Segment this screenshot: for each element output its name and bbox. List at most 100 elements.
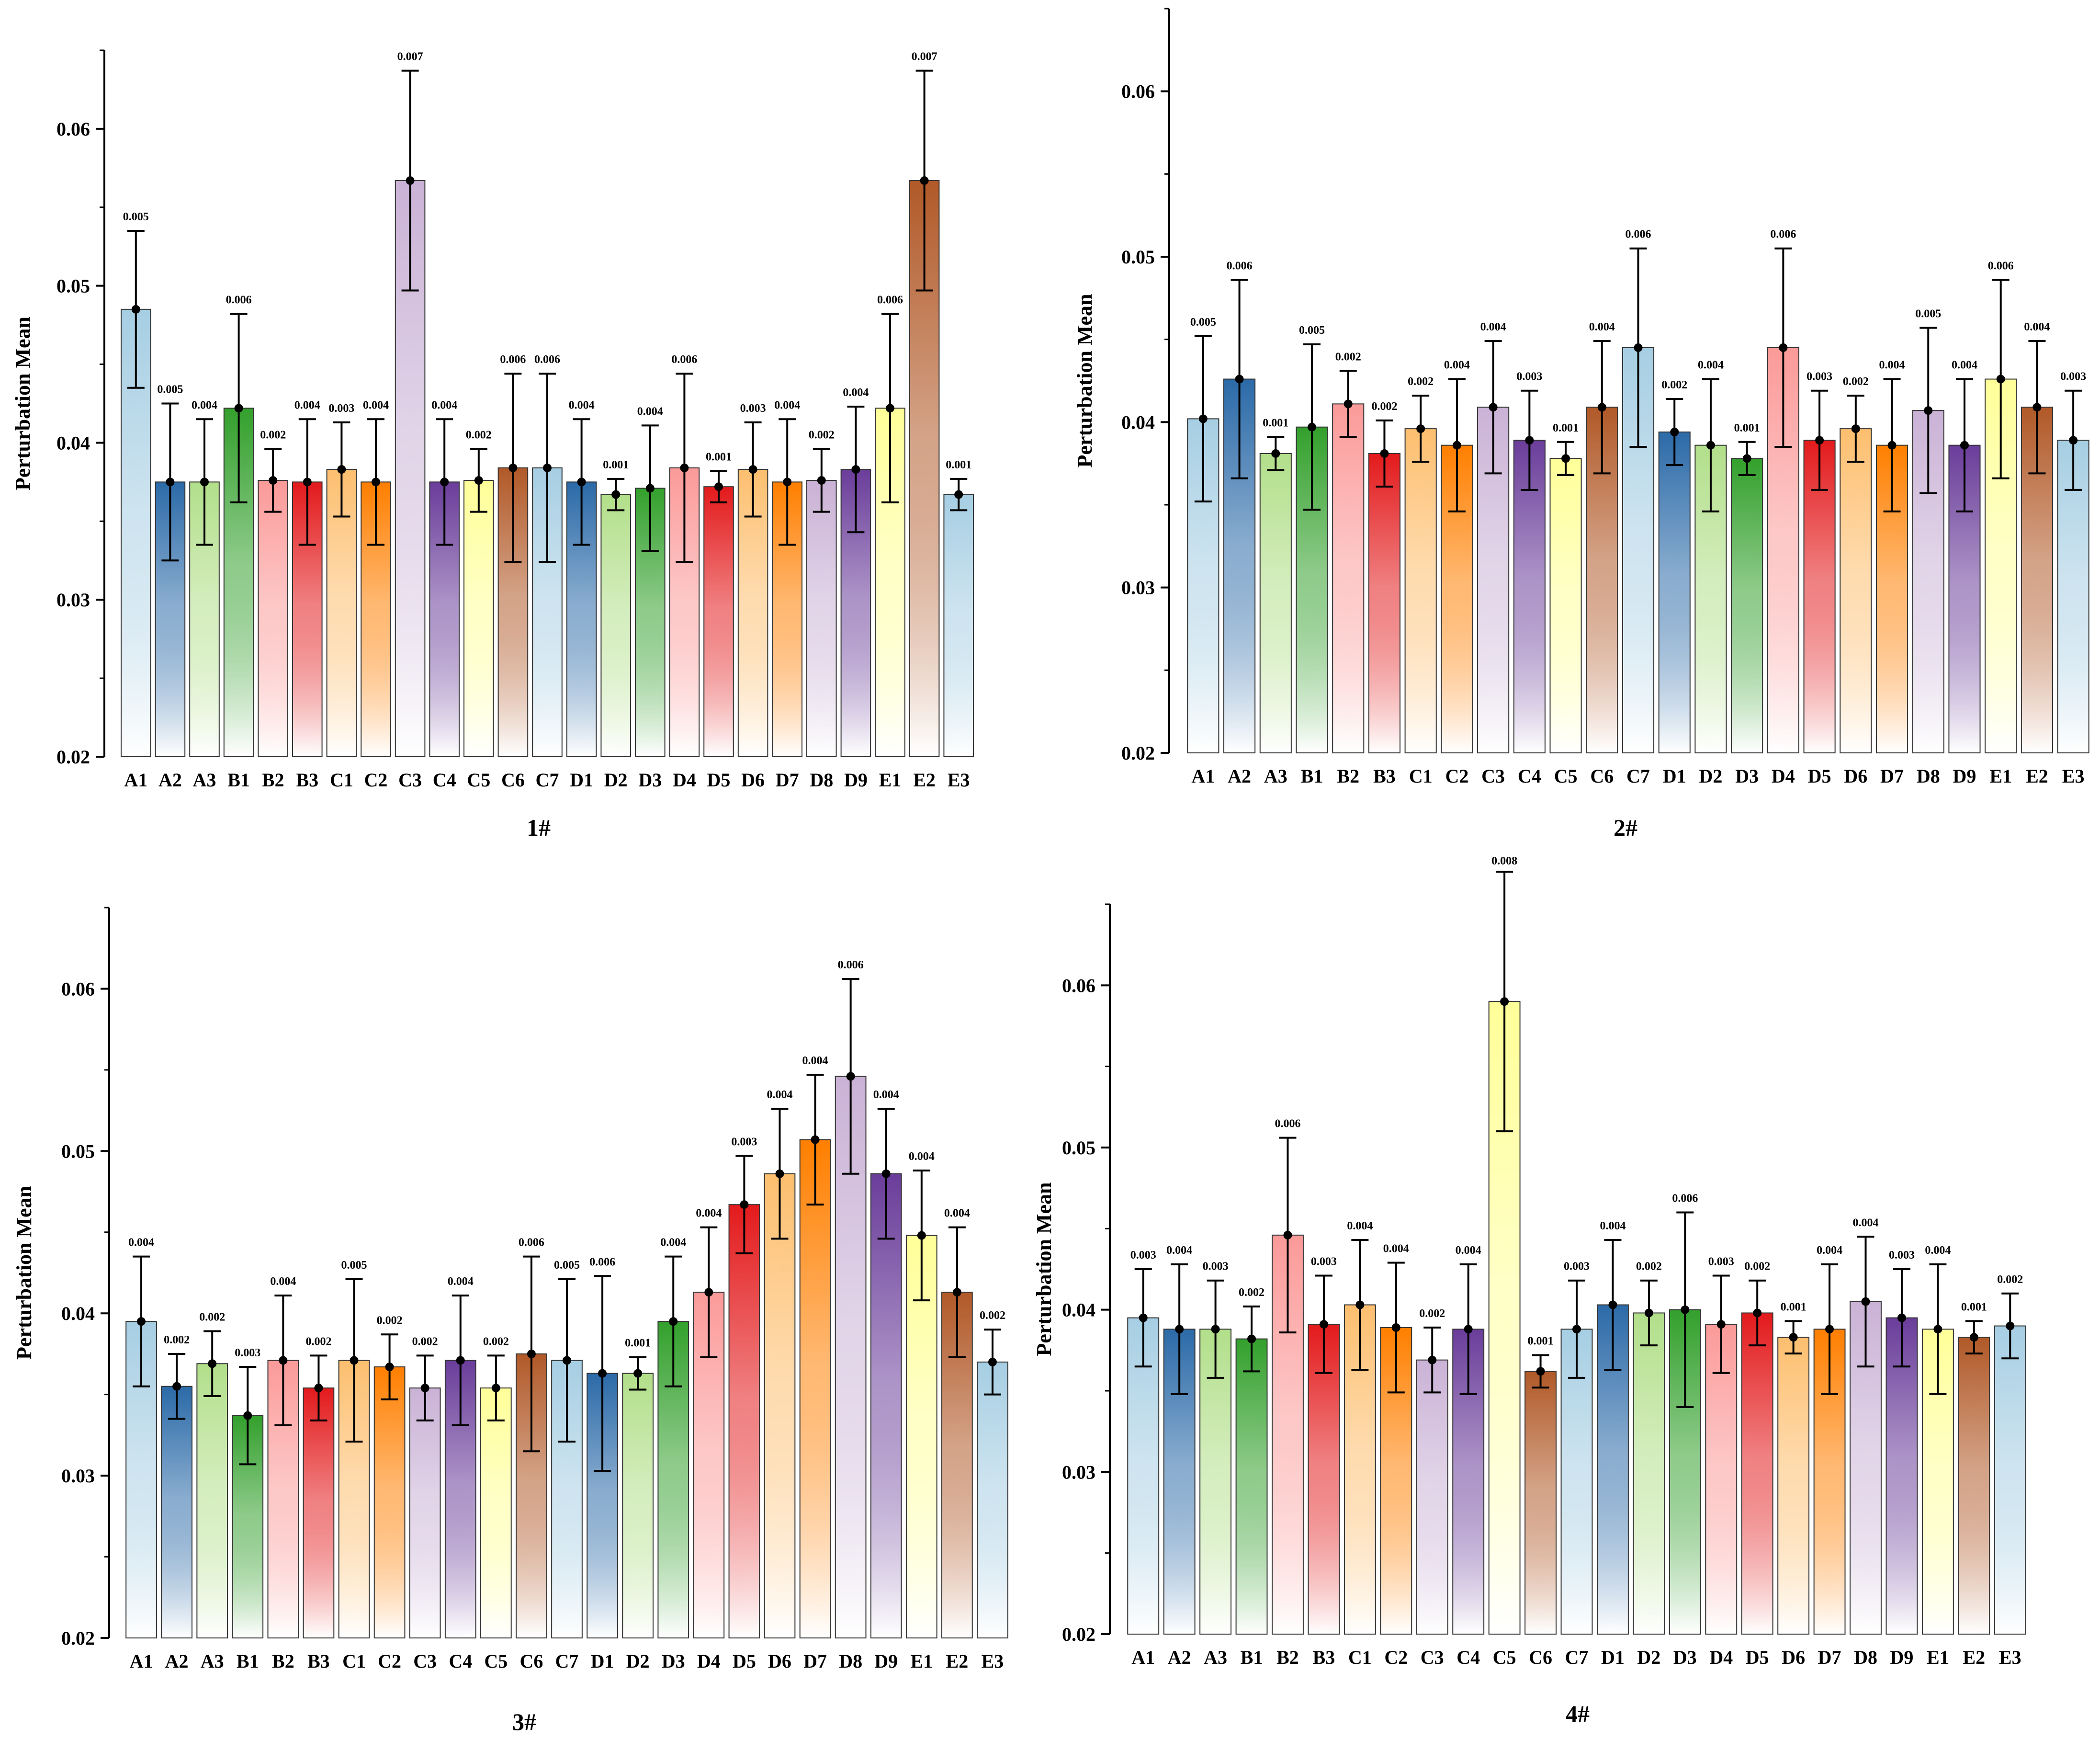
mean-point [1536,1367,1545,1376]
mean-point [208,1359,217,1368]
mean-point [1247,1334,1256,1343]
bar-E3 [943,494,974,757]
mean-point [563,1356,571,1365]
mean-point [1897,1313,1906,1322]
x-tick-label: D3 [638,769,662,791]
mean-point [1428,1355,1437,1364]
mean-point [2069,436,2078,445]
error-value-label: 0.001 [625,1337,651,1350]
x-tick-label: C6 [501,769,525,791]
mean-point [1742,454,1751,463]
x-tick-label: D6 [1844,765,1867,787]
mean-point [851,465,860,474]
panel-title: 3# [512,1708,536,1735]
mean-point [1597,403,1606,412]
mean-point [200,477,209,487]
x-tick-label: C5 [484,1650,508,1672]
x-tick-label: D4 [673,769,696,791]
mean-point [1500,997,1509,1006]
y-tick-label: 0.03 [1121,577,1155,599]
mean-point [1211,1325,1220,1334]
mean-point [1706,441,1715,450]
x-tick-label: A3 [193,769,216,791]
mean-point [1861,1297,1870,1306]
x-tick-label: E1 [1927,1647,1949,1668]
x-tick-label: C3 [413,1650,437,1672]
error-value-label: 0.001 [1263,417,1288,429]
mean-point [456,1356,465,1365]
error-value-label: 0.001 [1734,422,1760,434]
x-tick-label: B2 [262,769,284,791]
bar-C5 [480,1387,512,1638]
x-tick-label: E3 [2062,765,2085,787]
bar-C2 [373,1366,406,1639]
error-value-label: 0.002 [980,1309,1005,1322]
x-tick-label: C4 [433,769,456,791]
error-value-label: 0.004 [1698,359,1724,372]
error-value-label: 0.001 [1781,1301,1806,1313]
x-tick-label: C3 [398,769,422,791]
y-tick-label: 0.06 [61,978,95,1000]
x-tick-label: D1 [1601,1647,1625,1668]
mean-point [1815,436,1824,445]
error-value-label: 0.004 [1600,1220,1626,1232]
y-tick-label: 0.02 [56,746,90,768]
error-value-label: 0.005 [554,1259,580,1272]
x-tick-label: A1 [1191,765,1215,787]
bar-C1 [1404,428,1437,753]
bar-A3 [1259,453,1292,753]
x-tick-label: B3 [1373,765,1396,787]
mean-point [920,176,929,185]
error-value-label: 0.004 [448,1275,474,1288]
mean-point [1391,1323,1400,1332]
bar-D2 [622,1373,654,1638]
error-value-label: 0.003 [235,1347,260,1359]
error-value-label: 0.004 [1952,359,1977,372]
error-value-label: 0.004 [192,399,217,411]
bar-C6 [1524,1371,1557,1635]
error-value-label: 0.002 [1419,1307,1445,1320]
mean-point [1380,449,1389,458]
mean-point [1887,441,1897,450]
error-value-label: 0.004 [1383,1242,1409,1255]
mean-point [543,463,552,472]
y-tick-label: 0.05 [56,275,90,297]
x-tick-label: A3 [201,1650,224,1672]
mean-point [1344,399,1353,409]
y-tick-label: 0.04 [1121,411,1155,433]
error-value-label: 0.006 [226,294,252,307]
x-tick-label: D7 [1818,1647,1841,1668]
x-tick-label: E3 [982,1650,1004,1672]
error-value-label: 0.004 [128,1237,154,1249]
mean-point [1283,1230,1292,1239]
mean-point [881,1169,891,1178]
bar-C5 [1549,458,1582,753]
panel-1: 0.02 0.03 0.04 0.05 0.06 Perturbation Mean 0.0… [11,49,974,841]
error-value-label: 0.004 [873,1089,899,1101]
error-value-label: 0.004 [431,399,457,411]
x-tick-label: B2 [272,1650,294,1672]
mean-point [243,1411,252,1420]
mean-point [1996,375,2005,384]
mean-point [491,1384,500,1393]
x-tick-label: B3 [296,769,318,791]
x-tick-label: D5 [733,1650,756,1672]
error-value-label: 0.003 [731,1136,757,1148]
x-tick-label: B2 [1337,765,1359,787]
error-value-label: 0.002 [199,1311,225,1324]
panel-3: 0.02 0.03 0.04 0.05 0.06 Perturbation Mean 0.0… [12,907,1008,1735]
error-value-label: 0.002 [305,1335,331,1348]
x-tick-label: D9 [1890,1647,1914,1668]
mean-point [1716,1320,1726,1329]
mean-point [137,1317,146,1326]
mean-point [1355,1300,1365,1309]
x-tick-label: D2 [626,1650,650,1672]
x-tick-label: C6 [519,1650,543,1672]
mean-point [2032,403,2042,412]
error-value-label: 0.004 [767,1089,792,1101]
x-tick-label: D6 [768,1650,791,1672]
bar-E2 [909,180,940,757]
bar-C2 [1380,1327,1412,1635]
bar-C3 [409,1387,441,1638]
y-tick-label: 0.02 [1062,1624,1095,1645]
